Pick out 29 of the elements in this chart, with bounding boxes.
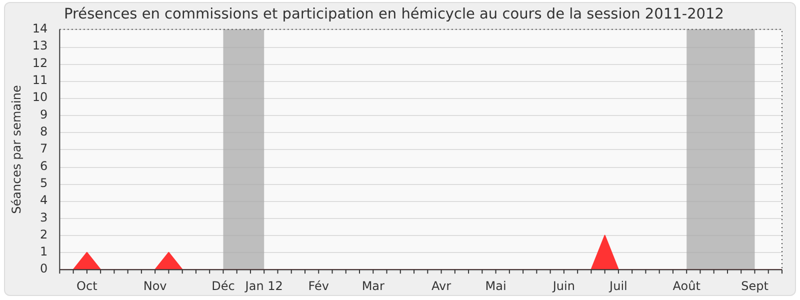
x-tick-label: Fév [308,278,329,293]
y-tick-label: 3 [40,210,48,224]
x-tick-label: Déc [212,278,235,293]
x-tick-label: Oct [76,278,98,293]
y-tick-label: 11 [32,72,48,87]
y-tick-label: 13 [32,38,48,53]
y-tick-label: 8 [40,124,48,138]
y-tick-label: 9 [40,107,48,122]
y-tick-label: 7 [40,142,48,156]
y-tick-label: 0 [40,262,48,276]
x-tick-label: Avr [432,278,452,293]
x-tick-label: Juin [552,278,575,293]
y-tick-label: 6 [40,158,48,173]
x-tick-label: Juil [608,278,628,293]
x-tick-label: Nov [143,278,167,293]
x-tick-label: Mar [362,278,385,293]
x-tick-label: Mai [485,278,506,293]
x-tick-label: Jan 12 [244,278,283,293]
y-tick-label: 4 [40,193,48,208]
y-tick-label: 1 [40,244,48,259]
x-tick-label: Sept [741,278,769,293]
y-tick-label: 12 [32,56,48,70]
x-tick-label: Août [672,278,701,293]
y-tick-label: 14 [32,22,48,36]
y-axis-title: Séances par semaine [9,85,24,214]
y-tick-label: 5 [40,176,48,190]
y-tick-label: 2 [40,227,48,242]
chart-title: Présences en commissions et participation en hémicycle au cours de la session 2011-2012 [64,6,724,22]
y-tick-label: 10 [32,90,48,104]
